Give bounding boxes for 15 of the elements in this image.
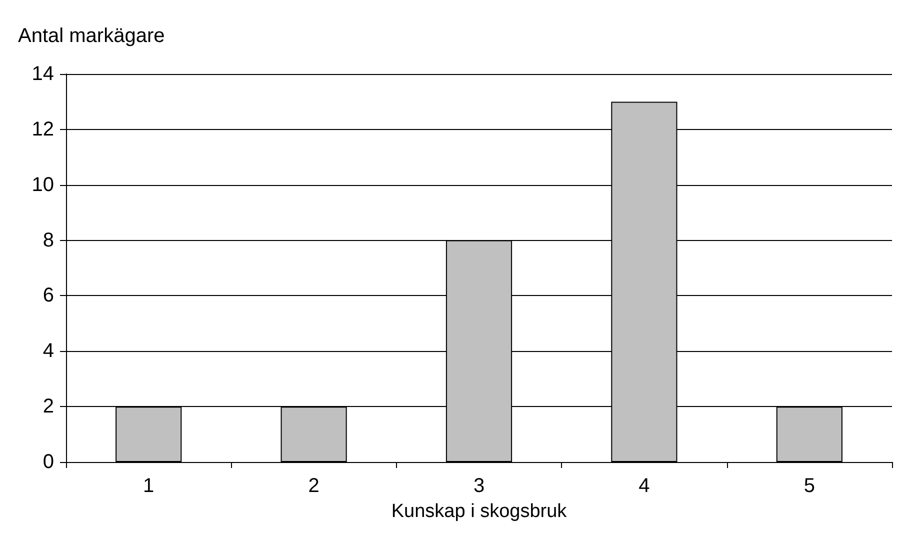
x-tick-label: 1 (143, 475, 154, 497)
y-axis-title: Antal markägare (18, 25, 165, 47)
y-tick-label: 8 (42, 229, 54, 252)
x-tick-label: 3 (473, 475, 485, 497)
x-tick-label: 2 (308, 475, 320, 497)
y-tick-label: 6 (42, 284, 54, 307)
y-tick-label: 12 (32, 118, 54, 140)
x-tick-label: 4 (638, 475, 650, 497)
y-tick-label: 4 (42, 340, 54, 362)
y-tick-label: 10 (32, 174, 54, 196)
x-axis-title: Kunskap i skogsbruk (391, 501, 568, 522)
y-tick-label: 2 (42, 396, 54, 418)
y-tick-label: 0 (42, 451, 54, 473)
y-tick-label: 14 (32, 63, 54, 85)
x-tick-label: 5 (804, 475, 815, 497)
